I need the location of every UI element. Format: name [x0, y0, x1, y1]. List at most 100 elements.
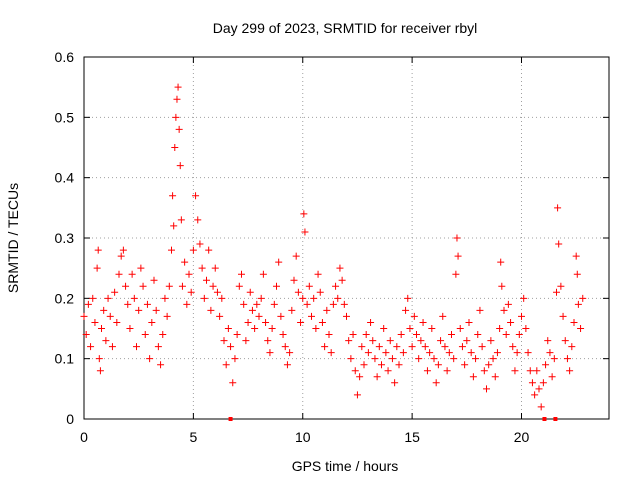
data-point	[231, 355, 239, 363]
data-point	[419, 318, 427, 326]
data-point	[343, 312, 350, 320]
x-axis-label: GPS time / hours	[292, 458, 399, 474]
data-point	[511, 367, 519, 375]
zero-marker	[553, 417, 558, 421]
data-point	[169, 192, 177, 200]
data-point	[467, 349, 475, 357]
data-point	[310, 294, 318, 302]
data-point	[242, 337, 250, 345]
data-point	[478, 343, 486, 351]
data-point	[513, 349, 521, 357]
data-point	[218, 294, 226, 302]
data-point	[360, 361, 368, 369]
data-point	[266, 349, 274, 357]
data-point	[469, 373, 477, 381]
data-point	[542, 361, 550, 369]
data-point	[428, 325, 436, 332]
y-tick-label: 0.6	[55, 49, 75, 65]
data-point	[126, 325, 134, 332]
data-point	[183, 300, 191, 308]
data-point	[312, 325, 320, 332]
data-point	[454, 252, 462, 260]
data-point	[338, 276, 346, 284]
data-point	[397, 331, 405, 339]
data-point	[122, 282, 130, 290]
data-point	[574, 300, 582, 308]
data-point	[194, 216, 202, 224]
data-point	[91, 318, 99, 326]
data-point	[515, 331, 523, 339]
data-point	[244, 318, 252, 326]
data-point	[207, 306, 215, 314]
data-point	[283, 361, 291, 369]
data-point	[205, 246, 213, 254]
data-point	[98, 325, 105, 332]
data-point	[157, 361, 165, 369]
data-point	[489, 355, 497, 363]
data-point	[161, 294, 169, 302]
y-tick-label: 0.3	[55, 230, 75, 246]
data-point	[100, 306, 108, 314]
data-point	[255, 312, 263, 320]
data-point	[485, 361, 493, 369]
data-point	[154, 343, 162, 351]
data-point	[430, 355, 438, 363]
data-point	[493, 349, 501, 357]
data-point	[102, 337, 110, 345]
data-point	[238, 270, 245, 278]
data-point	[275, 258, 283, 266]
data-point	[504, 300, 512, 308]
data-point	[404, 294, 412, 302]
data-point	[301, 228, 309, 236]
data-point	[358, 343, 366, 351]
y-axis-label: SRMTID / TECUs	[5, 183, 21, 293]
zero-marker	[228, 417, 233, 421]
data-point	[550, 355, 558, 363]
data-point	[117, 252, 125, 260]
data-point	[124, 300, 132, 308]
data-point	[170, 222, 178, 230]
data-point	[192, 192, 200, 200]
data-point	[539, 379, 547, 387]
data-point	[172, 113, 180, 121]
data-point	[502, 331, 510, 339]
data-point	[240, 300, 248, 308]
data-point	[181, 258, 189, 266]
data-point	[87, 343, 95, 351]
data-point	[434, 361, 442, 369]
data-point	[209, 282, 217, 290]
data-point	[533, 367, 541, 375]
data-point	[445, 349, 453, 357]
data-point	[150, 276, 158, 284]
data-point	[566, 367, 574, 375]
data-point	[522, 325, 530, 332]
axis-ticks	[83, 56, 609, 420]
data-point	[257, 294, 265, 302]
data-point	[456, 325, 464, 332]
data-point	[371, 355, 379, 363]
data-point	[384, 367, 392, 375]
data-point	[351, 367, 359, 375]
x-tick-label: 15	[404, 429, 420, 445]
data-point	[340, 300, 348, 308]
x-tick-label: 10	[295, 429, 311, 445]
data-point	[450, 355, 458, 363]
data-point	[264, 337, 272, 345]
data-point	[441, 343, 449, 351]
data-point	[174, 83, 182, 91]
data-point	[277, 312, 285, 320]
data-point	[104, 294, 112, 302]
data-point	[171, 144, 179, 151]
data-point	[347, 355, 355, 363]
data-point	[106, 312, 114, 320]
data-points	[80, 83, 587, 421]
data-point	[555, 240, 563, 248]
data-point	[211, 264, 219, 272]
data-point	[93, 264, 101, 272]
data-point	[382, 349, 390, 357]
data-point	[300, 210, 308, 218]
data-point	[94, 246, 102, 254]
data-point	[336, 264, 344, 272]
data-point	[577, 325, 585, 332]
data-point	[235, 282, 243, 290]
